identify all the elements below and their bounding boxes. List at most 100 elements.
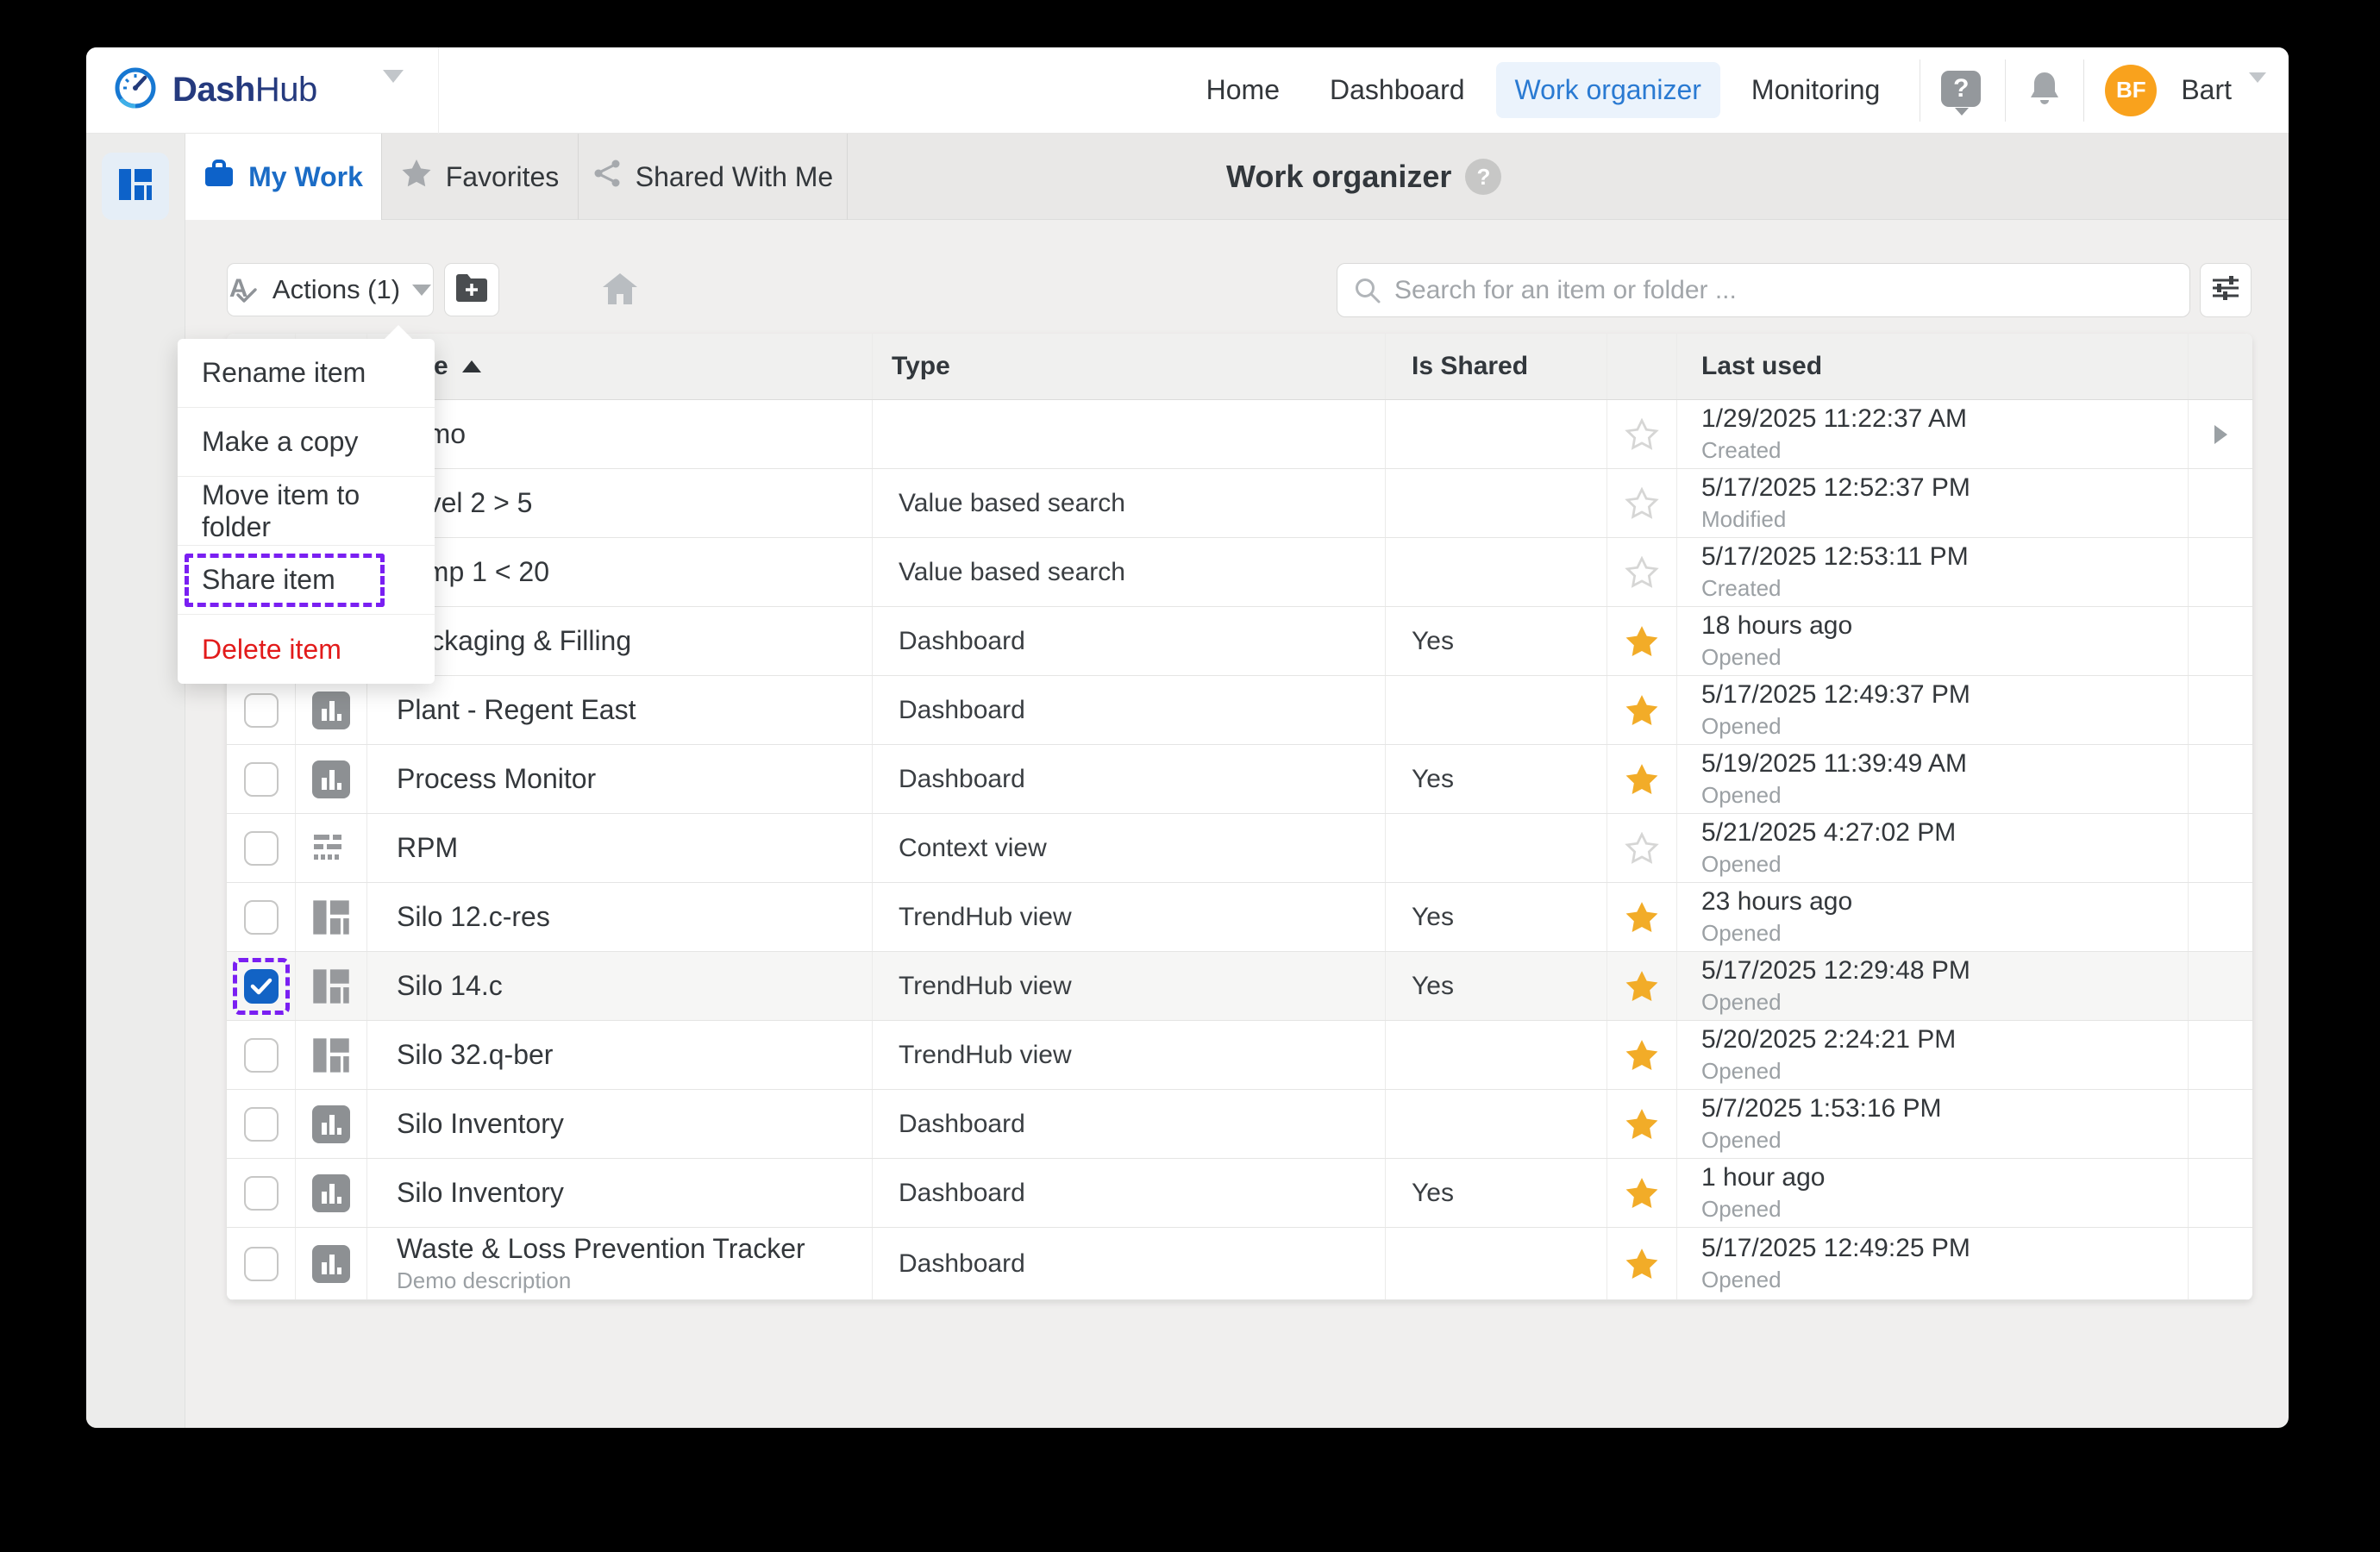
logo[interactable]: DashHub [86, 65, 404, 116]
nav-dashboard[interactable]: Dashboard [1329, 74, 1465, 105]
item-type: Dashboard [873, 1228, 1386, 1299]
actions-button[interactable]: A Actions (1) [227, 263, 434, 316]
notifications-bell-icon[interactable] [2026, 69, 2063, 111]
table-row[interactable]: Waste & Loss Prevention Tracker Demo desc… [227, 1228, 2252, 1300]
table-row[interactable]: Process Monitor Dashboard Yes 5/19/2025 11:… [227, 745, 2252, 814]
favorite-star-outline-icon[interactable] [1607, 814, 1677, 882]
item-name-cell[interactable]: Silo Inventory [367, 1159, 873, 1227]
checkbox-cell [227, 883, 296, 951]
row-checkbox-checked[interactable] [244, 969, 279, 1004]
item-name-cell[interactable]: Process Monitor [367, 745, 873, 813]
tab-label: Favorites [445, 160, 560, 192]
table-row[interactable]: Packaging & Filling Dashboard Yes 18 hours … [227, 607, 2252, 676]
menu-item-make-a-copy[interactable]: Make a copy [178, 408, 435, 477]
item-name-cell[interactable]: Silo Inventory [367, 1090, 873, 1158]
tab-favorites[interactable]: Favorites [382, 134, 579, 220]
row-checkbox[interactable] [243, 1175, 279, 1211]
column-header-type[interactable]: Type [873, 334, 1386, 399]
item-name-cell[interactable]: Silo 14.c [367, 952, 873, 1020]
favorite-star-outline-icon[interactable] [1607, 469, 1677, 537]
tab-bar: My Work Favorites Shared With Me [185, 134, 2289, 220]
favorite-star-filled-icon[interactable] [1607, 1159, 1677, 1227]
table-row[interactable]: Silo Inventory Dashboard Yes 1 hour ago Open… [227, 1159, 2252, 1228]
item-name-cell[interactable]: Level 2 > 5 [367, 469, 873, 537]
favorite-star-filled-icon[interactable] [1607, 745, 1677, 813]
filter-button[interactable] [2200, 263, 2252, 317]
table-row[interactable]: demo 1/29/2025 11:22:37 AM Created [227, 400, 2252, 469]
item-name-cell[interactable]: Temp 1 < 20 [367, 538, 873, 606]
last-used-action: Opened [1701, 851, 1782, 877]
trendhub-grid-button[interactable] [102, 153, 169, 220]
table-row[interactable]: Silo 12.c-res TrendHub view Yes 23 hours ag… [227, 883, 2252, 952]
workspace-chevron-down-icon[interactable] [382, 69, 404, 98]
row-expand-chevron-icon[interactable] [2189, 400, 2252, 468]
briefcase-icon [204, 159, 235, 195]
favorite-star-filled-icon[interactable] [1607, 1228, 1677, 1299]
column-header-is-shared[interactable]: Is Shared [1386, 334, 1607, 399]
table-row[interactable]: Plant - Regent East Dashboard 5/17/2025 12… [227, 676, 2252, 745]
nav-monitoring[interactable]: Monitoring [1751, 74, 1881, 105]
nav-work-organizer[interactable]: Work organizer [1495, 62, 1720, 118]
favorite-star-filled-icon[interactable] [1607, 1021, 1677, 1089]
tab-my-work[interactable]: My Work [185, 134, 382, 220]
page-help-icon[interactable]: ? [1465, 159, 1502, 195]
table-row[interactable]: Silo 32.q-ber TrendHub view 5/20/2025 2:24… [227, 1021, 2252, 1090]
item-name-cell[interactable]: Silo 32.q-ber [367, 1021, 873, 1089]
item-name-cell[interactable]: Silo 12.c-res [367, 883, 873, 951]
search-input[interactable] [1337, 263, 2190, 317]
folder-plus-icon [454, 272, 490, 308]
app-window: DashHub Home Dashboard Work organizer Monit… [86, 47, 2289, 1428]
favorite-star-filled-icon[interactable] [1607, 1090, 1677, 1158]
menu-item-share-item[interactable]: Share item [178, 546, 435, 615]
favorite-star-filled-icon[interactable] [1607, 952, 1677, 1020]
table-row[interactable]: Silo Inventory Dashboard 5/7/2025 1:53:16 … [227, 1090, 2252, 1159]
checkbox-cell [227, 1159, 296, 1227]
favorite-star-filled-icon[interactable] [1607, 676, 1677, 744]
help-icon[interactable]: ? [1941, 70, 1984, 116]
table-row[interactable]: RPM Context view 5/21/2025 4:27:02 PM Opene… [227, 814, 2252, 883]
table-body: demo 1/29/2025 11:22:37 AM Created Level 2 … [227, 400, 2252, 1300]
favorite-star-outline-icon[interactable] [1607, 400, 1677, 468]
row-checkbox[interactable] [243, 761, 279, 797]
column-header-last-used[interactable]: Last used [1677, 334, 2189, 399]
nav-home[interactable]: Home [1206, 74, 1280, 105]
row-checkbox[interactable] [243, 692, 279, 728]
favorite-star-outline-icon[interactable] [1607, 538, 1677, 606]
item-name-cell[interactable]: Packaging & Filling [367, 607, 873, 675]
avatar[interactable]: BF [2105, 64, 2158, 116]
item-name-cell[interactable]: RPM [367, 814, 873, 882]
row-checkbox[interactable] [243, 1246, 279, 1281]
row-checkbox[interactable] [243, 899, 279, 935]
is-shared-value [1386, 814, 1607, 882]
item-type: Context view [873, 814, 1386, 882]
row-checkbox[interactable] [243, 1106, 279, 1142]
item-name-cell[interactable]: demo [367, 400, 873, 468]
menu-item-delete-item[interactable]: Delete item [178, 615, 435, 684]
header-chevron-cell [2189, 334, 2252, 399]
user-name[interactable]: Bart [2181, 74, 2232, 105]
home-icon[interactable] [600, 270, 640, 312]
new-folder-button[interactable] [444, 263, 499, 316]
search-icon [1356, 278, 1381, 304]
item-name-cell[interactable]: Waste & Loss Prevention Tracker Demo desc… [367, 1228, 873, 1299]
column-header-name[interactable]: Name [367, 334, 873, 399]
table-row[interactable]: Silo 14.c TrendHub view Yes 5/17/2025 12:29… [227, 952, 2252, 1021]
row-checkbox[interactable] [243, 1037, 279, 1073]
table-row[interactable]: Temp 1 < 20 Value based search 5/17/2025 1… [227, 538, 2252, 607]
menu-item-move-item-to-folder[interactable]: Move item to folder [178, 477, 435, 546]
menu-item-rename-item[interactable]: Rename item [178, 339, 435, 408]
divider [2005, 59, 2007, 122]
user-chevron-down-icon[interactable] [2249, 72, 2266, 98]
row-checkbox[interactable] [243, 830, 279, 866]
tab-shared-with-me[interactable]: Shared With Me [579, 134, 848, 220]
last-used-value: 5/17/2025 12:29:48 PM [1701, 956, 1970, 985]
favorite-star-filled-icon[interactable] [1607, 607, 1677, 675]
favorite-star-filled-icon[interactable] [1607, 883, 1677, 951]
item-type: Dashboard [873, 1159, 1386, 1227]
last-used-action: Opened [1701, 644, 1782, 670]
actions-icon: A [229, 274, 260, 305]
item-name-cell[interactable]: Plant - Regent East [367, 676, 873, 744]
table-row[interactable]: Level 2 > 5 Value based search 5/17/2025 1… [227, 469, 2252, 538]
last-used-cell: 5/19/2025 11:39:49 AM Opened [1677, 745, 2189, 813]
main-nav: Home Dashboard Work organizer Monitoring ? … [1187, 59, 2289, 122]
